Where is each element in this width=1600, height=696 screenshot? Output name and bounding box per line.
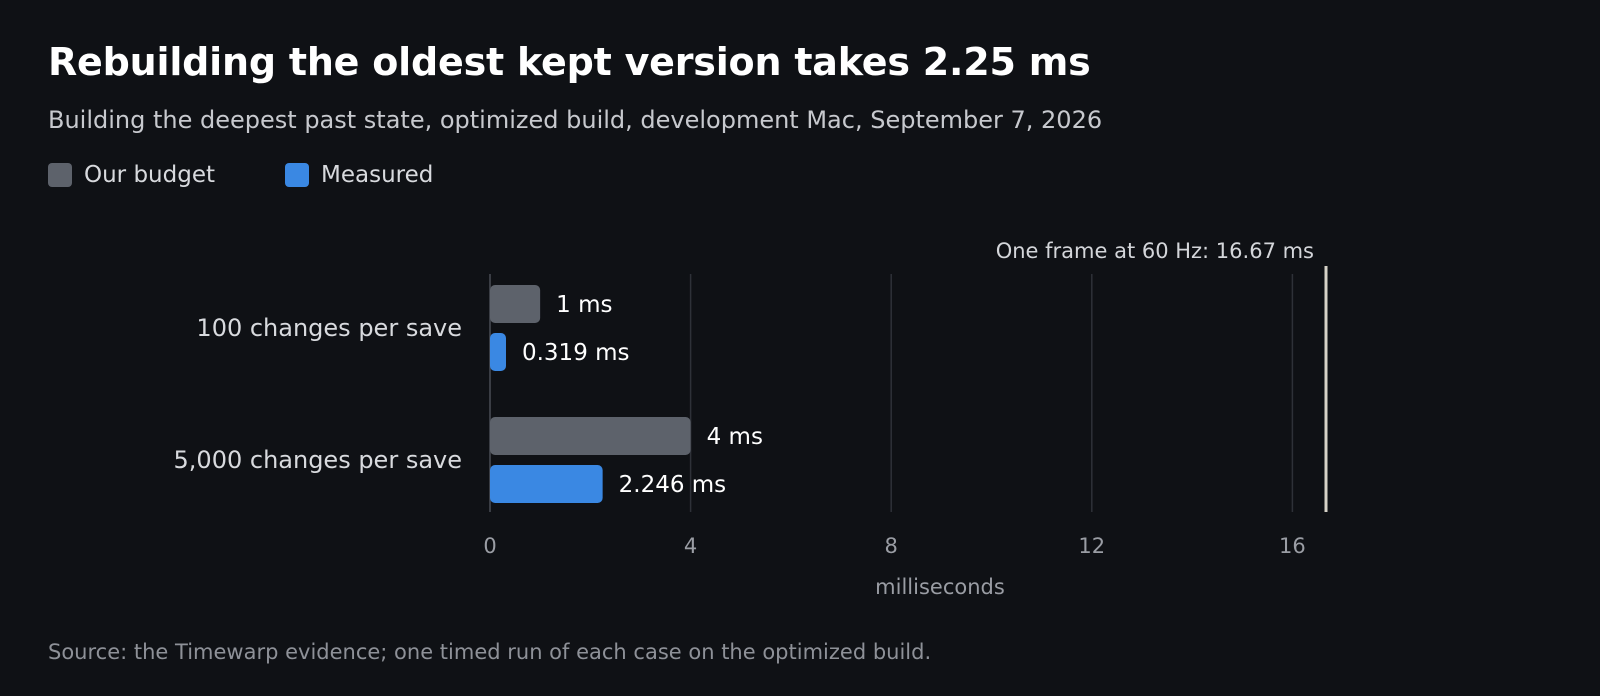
budget-value-label-1: 4 ms — [707, 424, 763, 450]
measured-value-label-0: 0.319 ms — [522, 340, 630, 366]
source-note: Source: the Timewarp evidence; one timed… — [48, 640, 932, 664]
legend-label-budget: Our budget — [84, 162, 215, 188]
category-label-1: 5,000 changes per save — [174, 446, 462, 474]
measured-bar-0 — [490, 333, 506, 371]
x-tick-label-12: 12 — [1078, 534, 1105, 558]
measured-bar-1 — [490, 465, 603, 503]
legend-swatch-measured — [285, 163, 309, 187]
budget-bar-0 — [490, 285, 541, 323]
budget-bar-1 — [490, 417, 691, 455]
category-label-0: 100 changes per save — [196, 314, 462, 342]
measured-value-label-1: 2.246 ms — [619, 472, 727, 498]
chart-subtitle: Building the deepest past state, optimiz… — [48, 106, 1103, 134]
x-tick-label-16: 16 — [1279, 534, 1306, 558]
legend: Our budget Measured — [48, 162, 433, 188]
x-tick-label-8: 8 — [885, 534, 898, 558]
legend-item-measured: Measured — [285, 162, 433, 188]
x-tick-label-4: 4 — [684, 534, 697, 558]
legend-swatch-budget — [48, 163, 72, 187]
budget-value-label-0: 1 ms — [556, 292, 612, 318]
x-axis-label: milliseconds — [875, 575, 1005, 599]
chart-title: Rebuilding the oldest kept version takes… — [48, 40, 1091, 84]
x-tick-label-0: 0 — [483, 534, 496, 558]
legend-label-measured: Measured — [321, 162, 434, 188]
legend-item-budget: Our budget — [48, 162, 215, 188]
reference-line-label: One frame at 60 Hz: 16.67 ms — [996, 239, 1314, 263]
